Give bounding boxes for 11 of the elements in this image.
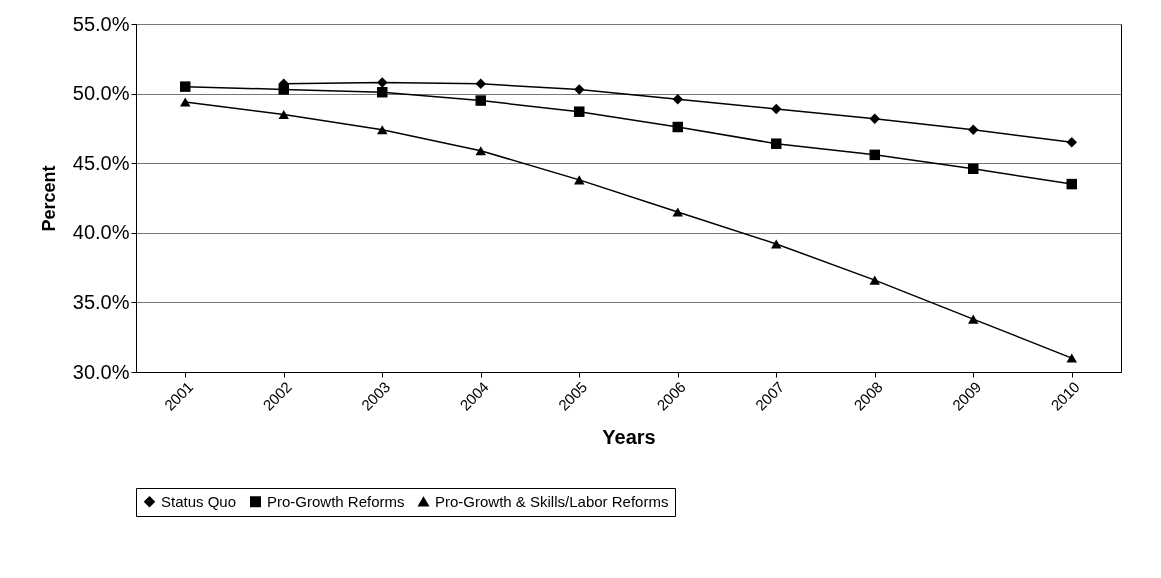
y-tick-label: 30.0% — [72, 360, 130, 383]
y-tick-label: 55.0% — [72, 12, 130, 35]
legend-label: Pro-Growth & Skills/Labor Reforms — [435, 492, 669, 510]
legend-label: Pro-Growth Reforms — [267, 492, 405, 510]
legend-label: Status Quo — [161, 492, 237, 510]
y-axis-title: Percent — [38, 165, 59, 232]
y-tick-label: 35.0% — [72, 290, 130, 313]
y-tick-label: 50.0% — [72, 82, 130, 105]
x-axis-title: Years — [602, 425, 656, 448]
y-tick-label: 40.0% — [72, 221, 130, 244]
y-tick-label: 45.0% — [72, 151, 130, 174]
